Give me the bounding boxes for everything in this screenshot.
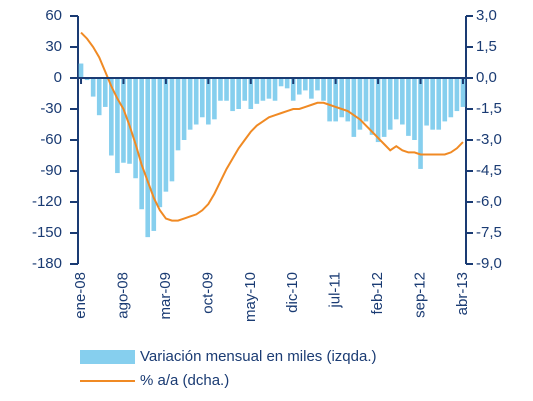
bar [230, 78, 235, 112]
bar [115, 78, 120, 174]
bar [454, 78, 460, 112]
bar [157, 78, 163, 208]
bar [321, 78, 326, 101]
bar [278, 78, 284, 87]
bar [248, 78, 254, 109]
bar [145, 78, 151, 238]
bar [260, 78, 266, 101]
y2-tick-label: -4,5 [476, 162, 502, 179]
bar [351, 78, 357, 137]
bar [393, 78, 399, 120]
bar [236, 78, 241, 109]
bar [375, 78, 381, 143]
y-tick-label: 30 [45, 38, 62, 55]
y-tick-label: 0 [54, 69, 62, 86]
bar [339, 78, 345, 118]
bar [193, 78, 199, 125]
bar [78, 63, 84, 78]
bar [400, 78, 405, 125]
bar [303, 78, 308, 91]
bar [357, 78, 363, 130]
legend-swatch [80, 350, 135, 364]
bar [96, 78, 102, 116]
bar [290, 78, 296, 101]
bar [224, 78, 229, 101]
y2-tick-label: -6,0 [476, 193, 502, 210]
line [80, 31, 464, 222]
bar [424, 78, 429, 126]
x-tick-label: feb-12 [369, 272, 386, 315]
bar [309, 78, 314, 99]
bar [406, 78, 411, 136]
bar [212, 78, 217, 120]
bar [133, 78, 138, 179]
y-tick-label: 60 [45, 7, 62, 24]
x-tick-label: ene-08 [72, 272, 89, 319]
bar [272, 78, 278, 101]
bar [442, 78, 448, 122]
y2-tick-label: 1,5 [476, 38, 497, 55]
y2-tick-label: -3,0 [476, 131, 502, 148]
y-tick-label: -30 [40, 100, 62, 117]
bar [448, 78, 454, 118]
legend-label: % a/a (dcha.) [140, 372, 229, 389]
bar [254, 78, 260, 104]
bar [102, 78, 108, 107]
bar [387, 78, 393, 130]
bar [206, 78, 211, 125]
bar [460, 78, 466, 107]
x-tick-label: sep-12 [412, 272, 429, 318]
bar [363, 78, 369, 122]
bar [218, 78, 223, 101]
y2-tick-label: 3,0 [476, 7, 497, 24]
bar [436, 78, 442, 130]
y-tick-label: -90 [40, 162, 62, 179]
bar [266, 78, 272, 99]
bar [151, 78, 157, 231]
x-tick-label: may-10 [242, 272, 259, 322]
bar [333, 78, 338, 122]
y2-tick-label: -9,0 [476, 255, 502, 272]
bar [381, 78, 387, 137]
x-tick-label: abr-13 [454, 272, 471, 315]
bar [163, 78, 169, 192]
bar [327, 78, 332, 122]
bar [121, 78, 126, 163]
bar [315, 78, 320, 91]
bar [127, 78, 132, 164]
bar [139, 78, 144, 210]
x-tick-label: jul-11 [327, 272, 344, 309]
legend-label: Variación mensual en miles (izqda.) [140, 348, 377, 365]
bar [187, 78, 193, 130]
bar [296, 78, 302, 95]
bar [181, 78, 187, 140]
x-tick-label: mar-09 [157, 272, 174, 320]
bar [369, 78, 375, 135]
bar [169, 78, 175, 182]
y-tick-label: -180 [32, 255, 62, 272]
y2-tick-label: -7,5 [476, 224, 502, 241]
bar [418, 78, 423, 169]
x-tick-label: ago-08 [114, 272, 131, 319]
bar [90, 78, 96, 97]
y2-tick-label: 0,0 [476, 69, 497, 86]
y2-tick-label: -1,5 [476, 100, 502, 117]
bar [242, 78, 248, 101]
y-tick-label: -150 [32, 224, 62, 241]
bar [109, 78, 114, 156]
x-tick-label: dic-10 [284, 272, 301, 313]
x-tick-label: oct-09 [199, 272, 216, 314]
y-tick-label: -60 [40, 131, 62, 148]
bar [84, 78, 90, 81]
bar [175, 78, 181, 151]
bar [199, 78, 205, 118]
y-tick-label: -120 [32, 193, 62, 210]
bar [412, 78, 417, 140]
bar [430, 78, 435, 130]
bar [284, 78, 290, 89]
bar [345, 78, 351, 122]
